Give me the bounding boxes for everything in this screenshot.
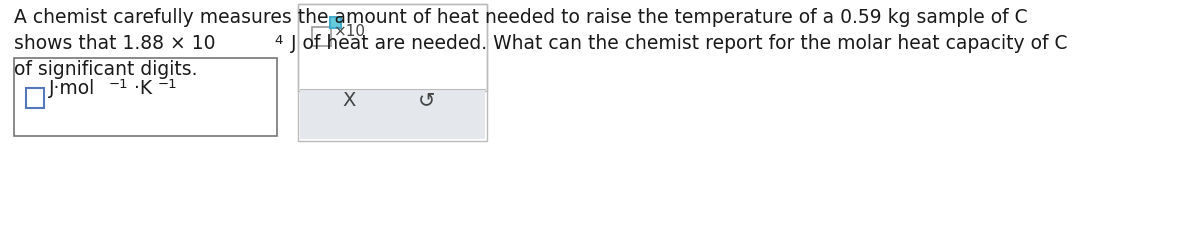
Text: A chemist carefully measures the amount of heat needed to raise the temperature : A chemist carefully measures the amount … [14, 8, 1027, 27]
Text: shows that 1.88 × 10: shows that 1.88 × 10 [14, 34, 216, 53]
Text: ↺: ↺ [418, 90, 436, 110]
FancyBboxPatch shape [312, 27, 331, 46]
Text: J of heat are needed. What can the chemist report for the molar heat capacity of: J of heat are needed. What can the chemi… [284, 34, 1067, 53]
FancyBboxPatch shape [300, 89, 485, 139]
Text: 4: 4 [274, 34, 282, 47]
FancyBboxPatch shape [26, 88, 44, 108]
Text: ×10: ×10 [334, 24, 366, 39]
FancyBboxPatch shape [14, 58, 277, 136]
FancyBboxPatch shape [298, 4, 487, 91]
Text: J·mol: J·mol [49, 79, 95, 98]
Text: X: X [342, 91, 355, 110]
Text: −1: −1 [157, 78, 178, 91]
Text: of significant digits.: of significant digits. [14, 60, 198, 79]
Text: ·K: ·K [134, 79, 152, 98]
Text: −1: −1 [109, 78, 128, 91]
FancyBboxPatch shape [330, 17, 341, 28]
